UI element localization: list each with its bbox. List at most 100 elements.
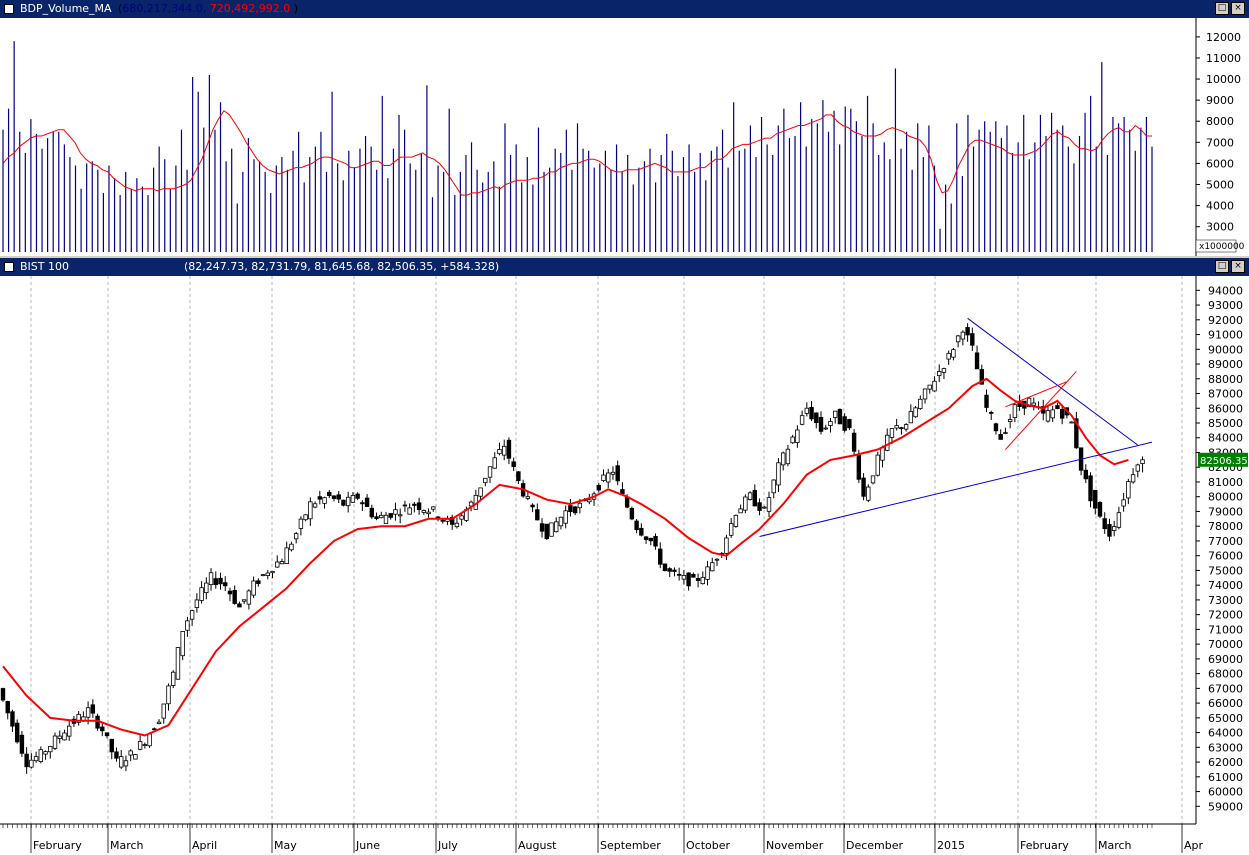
- candlestick: [492, 452, 497, 469]
- candle-body: [350, 495, 356, 503]
- candle-body: [279, 561, 285, 565]
- candlestick: [970, 327, 975, 351]
- candlestick: [908, 404, 914, 424]
- candle-body: [19, 734, 25, 754]
- candle-body: [681, 575, 687, 580]
- candle-body: [1093, 489, 1098, 509]
- candlestick: [104, 732, 110, 739]
- volume-y-tick-label: 8000: [1206, 115, 1234, 128]
- candle-body: [610, 471, 616, 475]
- candlestick: [932, 376, 937, 392]
- candlestick: [204, 577, 209, 600]
- candlestick: [275, 555, 280, 568]
- candle-body: [1126, 481, 1131, 499]
- price-pane-titlebar[interactable]: BIST 100 (82,247.73, 82,731.79, 81,645.6…: [0, 258, 1249, 276]
- candlestick: [937, 364, 942, 383]
- candlestick: [397, 508, 403, 524]
- candle-body: [204, 582, 209, 593]
- candlestick: [270, 570, 275, 579]
- candle-body: [85, 707, 91, 718]
- restore-button[interactable]: □: [1215, 2, 1229, 15]
- candlestick: [251, 576, 256, 599]
- candlestick: [747, 491, 753, 501]
- candle-body: [298, 518, 304, 529]
- candlestick: [837, 408, 843, 425]
- candle-body: [293, 533, 299, 540]
- candle-body: [643, 536, 649, 540]
- restore-button[interactable]: □: [1215, 260, 1229, 273]
- candlestick: [1130, 468, 1136, 484]
- candlestick: [927, 384, 932, 394]
- x-axis-month-label: March: [110, 839, 144, 852]
- candlestick: [227, 587, 233, 602]
- candlestick: [440, 519, 445, 524]
- candle-body: [525, 496, 531, 499]
- volume-ma-line: [2, 109, 1152, 196]
- window-menu-icon[interactable]: [4, 4, 14, 14]
- candle-body: [554, 521, 559, 533]
- candlestick: [213, 571, 218, 589]
- candlestick: [24, 747, 29, 774]
- candle-body: [861, 477, 866, 497]
- candlestick: [601, 469, 606, 483]
- candlestick: [483, 477, 488, 487]
- candle-body: [119, 756, 124, 768]
- candlestick: [298, 516, 304, 536]
- volume-multiplier-label: x1000000: [1199, 242, 1245, 252]
- candle-body: [780, 452, 786, 466]
- price-y-tick-label: 65000: [1208, 712, 1243, 725]
- x-axis-month-label: February: [1020, 839, 1069, 852]
- candlestick: [738, 504, 743, 514]
- candlestick: [1093, 489, 1098, 515]
- candle-body: [733, 514, 739, 527]
- candle-body: [932, 380, 937, 392]
- candlestick: [894, 418, 899, 431]
- candle-body: [899, 427, 904, 430]
- window-menu-icon[interactable]: [4, 262, 14, 272]
- candlestick: [511, 457, 516, 471]
- candle-body: [218, 577, 223, 585]
- candlestick: [237, 601, 242, 608]
- candlestick: [90, 699, 96, 718]
- candlestick: [866, 484, 871, 503]
- x-axis-month-label: March: [1098, 839, 1132, 852]
- candle-body: [1055, 405, 1060, 410]
- candle-body: [691, 574, 696, 578]
- volume-pane-title: BDP_Volume_MA: [20, 2, 112, 15]
- candle-body: [993, 423, 999, 432]
- candlestick: [142, 742, 148, 749]
- candle-body: [903, 424, 909, 430]
- candle-body: [809, 406, 814, 420]
- candle-body: [828, 421, 833, 427]
- candlestick: [885, 428, 890, 452]
- candlestick: [223, 576, 228, 592]
- candle-body: [289, 543, 294, 551]
- volume-pane-titlebar[interactable]: BDP_Volume_MA (680,217,344.0, 720,492,99…: [0, 0, 1249, 18]
- candlestick: [525, 492, 531, 501]
- candle-body: [237, 603, 242, 608]
- close-button[interactable]: ×: [1231, 260, 1245, 273]
- candlestick: [10, 709, 15, 732]
- candlestick: [123, 755, 129, 772]
- candlestick: [412, 501, 417, 513]
- candle-body: [322, 497, 327, 504]
- candlestick: [629, 506, 635, 521]
- candle-body: [142, 744, 148, 746]
- candlestick: [1050, 405, 1055, 422]
- price-pane: BIST 100 (82,247.73, 82,731.79, 81,645.6…: [0, 258, 1249, 855]
- candlestick: [809, 401, 814, 422]
- candlestick: [1041, 399, 1046, 421]
- volume-values: (680,217,344.0, 720,492,992.0 ): [118, 2, 299, 15]
- candle-body: [596, 484, 601, 491]
- candle-body: [908, 411, 914, 424]
- candle-body: [147, 733, 152, 747]
- candle-body: [851, 432, 857, 452]
- close-button[interactable]: ×: [1231, 2, 1245, 15]
- candlestick: [208, 568, 214, 591]
- candlestick: [1140, 456, 1145, 473]
- candle-body: [587, 499, 592, 503]
- candlestick: [1059, 405, 1065, 425]
- candlestick: [312, 501, 318, 509]
- candlestick: [350, 492, 356, 503]
- candle-body: [572, 506, 578, 514]
